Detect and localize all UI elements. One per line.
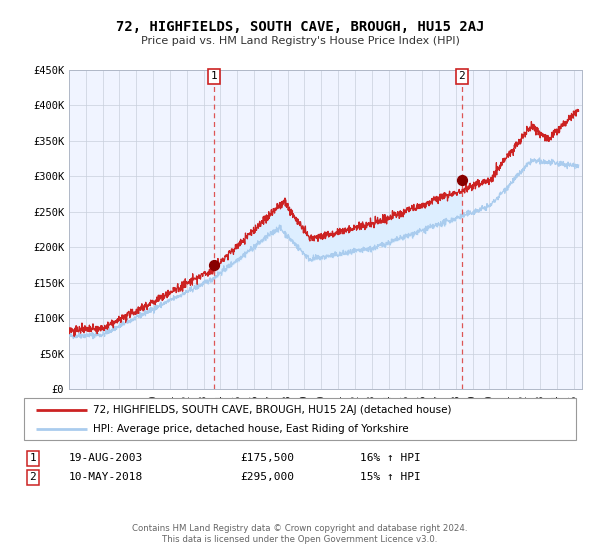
Text: HPI: Average price, detached house, East Riding of Yorkshire: HPI: Average price, detached house, East… — [93, 424, 409, 434]
Text: 2: 2 — [29, 472, 37, 482]
Point — [457, 175, 467, 184]
Text: 19-AUG-2003: 19-AUG-2003 — [69, 453, 143, 463]
Text: Contains HM Land Registry data © Crown copyright and database right 2024.: Contains HM Land Registry data © Crown c… — [132, 524, 468, 533]
Text: 72, HIGHFIELDS, SOUTH CAVE, BROUGH, HU15 2AJ (detached house): 72, HIGHFIELDS, SOUTH CAVE, BROUGH, HU15… — [93, 405, 452, 415]
Text: 10-MAY-2018: 10-MAY-2018 — [69, 472, 143, 482]
Text: £175,500: £175,500 — [240, 453, 294, 463]
Text: 16% ↑ HPI: 16% ↑ HPI — [360, 453, 421, 463]
Text: Price paid vs. HM Land Registry's House Price Index (HPI): Price paid vs. HM Land Registry's House … — [140, 36, 460, 46]
Text: 72, HIGHFIELDS, SOUTH CAVE, BROUGH, HU15 2AJ: 72, HIGHFIELDS, SOUTH CAVE, BROUGH, HU15… — [116, 20, 484, 34]
Text: 2: 2 — [458, 72, 465, 81]
Text: This data is licensed under the Open Government Licence v3.0.: This data is licensed under the Open Gov… — [163, 535, 437, 544]
Text: 1: 1 — [211, 72, 218, 81]
Text: 15% ↑ HPI: 15% ↑ HPI — [360, 472, 421, 482]
Text: 1: 1 — [29, 453, 37, 463]
Text: £295,000: £295,000 — [240, 472, 294, 482]
Point — [209, 260, 219, 269]
